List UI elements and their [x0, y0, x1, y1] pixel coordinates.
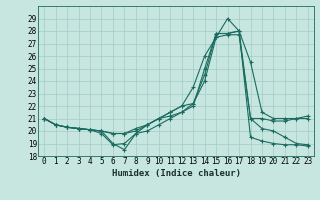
X-axis label: Humidex (Indice chaleur): Humidex (Indice chaleur): [111, 169, 241, 178]
